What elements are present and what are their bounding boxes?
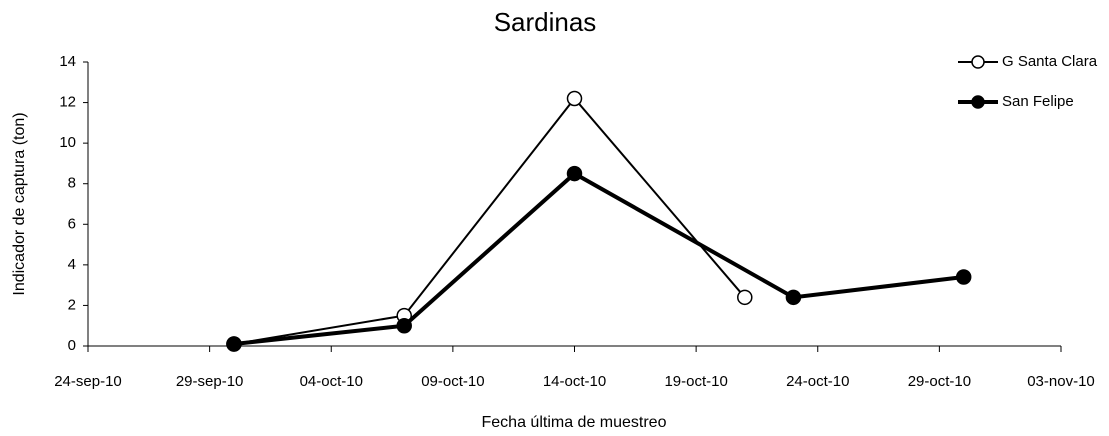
data-point bbox=[396, 317, 412, 334]
y-tick-label: 14 bbox=[59, 53, 76, 70]
legend-label: San Felipe bbox=[1002, 93, 1074, 110]
x-tick-label: 19-oct-10 bbox=[664, 373, 727, 390]
y-tick-label: 8 bbox=[68, 175, 76, 192]
data-point bbox=[737, 289, 753, 306]
x-tick-label: 09-oct-10 bbox=[421, 373, 484, 390]
x-axis-label: Fecha última de muestreo bbox=[482, 414, 667, 431]
x-tick-label: 24-sep-10 bbox=[54, 373, 122, 390]
data-point bbox=[566, 165, 583, 182]
x-tick-label: 03-nov-10 bbox=[1027, 373, 1095, 390]
y-tick-label: 2 bbox=[68, 296, 76, 313]
y-tick-label: 10 bbox=[59, 134, 76, 151]
chart-title: Sardinas bbox=[494, 7, 597, 37]
x-tick-label: 24-oct-10 bbox=[786, 373, 849, 390]
data-point bbox=[226, 336, 242, 352]
legend-label: G Santa Clara bbox=[1002, 53, 1098, 70]
data-point bbox=[955, 269, 972, 285]
y-axis-label: Indicador de captura (ton) bbox=[11, 112, 28, 295]
legend-marker bbox=[971, 55, 985, 69]
x-tick-label: 04-oct-10 bbox=[300, 373, 363, 390]
x-tick-label: 29-sep-10 bbox=[176, 373, 244, 390]
data-point bbox=[785, 289, 802, 306]
series-line bbox=[233, 171, 964, 346]
legend-marker bbox=[971, 95, 985, 109]
y-tick-label: 6 bbox=[68, 215, 76, 232]
data-point bbox=[566, 90, 583, 107]
y-tick-label: 12 bbox=[59, 94, 76, 111]
y-tick-label: 4 bbox=[68, 256, 76, 273]
x-tick-label: 14-oct-10 bbox=[543, 373, 606, 390]
y-tick-label: 0 bbox=[68, 337, 76, 354]
series-line bbox=[233, 96, 746, 345]
x-tick-label: 29-oct-10 bbox=[908, 373, 971, 390]
